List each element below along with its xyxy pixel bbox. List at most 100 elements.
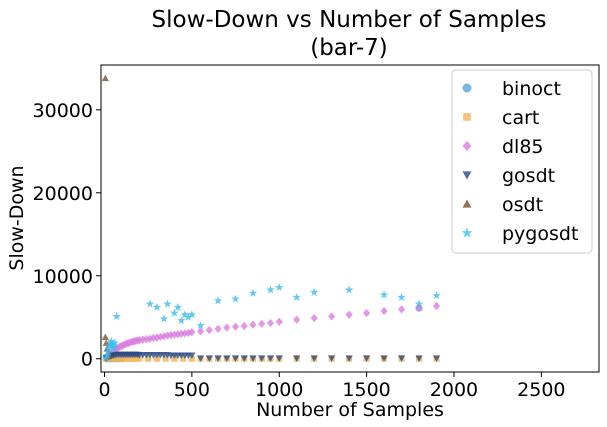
dl85-point-38	[223, 323, 231, 332]
x-tick-label-2500: 2500	[517, 379, 565, 401]
cart-point-6	[122, 355, 129, 362]
dl85-point-35	[197, 327, 205, 336]
pygosdt-point-11	[112, 311, 122, 321]
pygosdt-point-1	[102, 350, 112, 360]
chart-title-line-2: (bar-7)	[310, 35, 388, 61]
gosdt-point-45	[293, 355, 301, 362]
pygosdt-point-2	[103, 347, 113, 356]
pygosdt-point-6	[107, 336, 116, 345]
dl85-point-34	[188, 328, 196, 337]
pygosdt-point-7	[108, 340, 117, 349]
x-tick-label-1500: 1500	[342, 379, 390, 401]
gosdt-point-40	[240, 355, 248, 362]
pygosdt-point-10	[110, 338, 120, 347]
gosdt-point-39	[231, 355, 240, 362]
gosdt-point-47	[328, 355, 336, 362]
series-pygosdt	[101, 282, 441, 362]
chart-title-line-1: Slow-Down vs Number of Samples	[152, 7, 547, 33]
dl85-point-36	[205, 325, 213, 335]
cart-point-8	[129, 355, 136, 362]
gosdt-point-43	[266, 355, 275, 362]
gosdt-point-34	[188, 352, 196, 360]
legend-marker-binoct	[462, 83, 472, 93]
dl85-point-45	[293, 315, 301, 324]
dl85-point-46	[310, 313, 318, 323]
data-marks	[101, 74, 441, 363]
legend-label-osdt: osdt	[502, 194, 543, 216]
pygosdt-point-20	[184, 312, 193, 321]
plot-area-frame	[100, 64, 600, 373]
legend-label-binoct: binoct	[502, 78, 561, 100]
pygosdt-point-18	[177, 316, 186, 325]
cart-point-12	[153, 355, 160, 362]
legend-marker-pygosdt	[461, 227, 473, 238]
legend-marker-dl85	[462, 140, 472, 152]
series-dl85	[102, 301, 441, 362]
cart-point-10	[136, 355, 143, 362]
pygosdt-point-33	[414, 299, 424, 308]
dl85-point-41	[249, 320, 257, 329]
pygosdt-point-24	[231, 294, 240, 303]
legend-label-cart: cart	[502, 107, 539, 129]
cart-point-9	[132, 355, 140, 362]
cart-point-13	[162, 355, 169, 362]
pygosdt-point-12	[145, 299, 155, 308]
gosdt-point-42	[258, 355, 266, 362]
x-tick-label-2000: 2000	[430, 379, 478, 401]
gosdt-point-35	[197, 355, 205, 362]
dl85-point-39	[231, 322, 240, 331]
gosdt-point-41	[249, 355, 257, 362]
pygosdt-point-14	[159, 314, 169, 323]
pygosdt-point-29	[309, 287, 319, 296]
gosdt-point-49	[363, 355, 371, 362]
cart-point-3	[111, 355, 119, 362]
gosdt-point-52	[415, 355, 423, 362]
x-axis-ticks: 0 500 1000 1500 2000 2500	[98, 372, 566, 401]
series-osdt	[101, 74, 113, 360]
pygosdt-point-32	[397, 292, 406, 301]
gosdt-point-48	[345, 355, 353, 362]
dl85-point-51	[397, 305, 406, 314]
dl85-point-42	[258, 319, 266, 329]
cart-point-5	[118, 355, 126, 362]
legend-label-gosdt: gosdt	[502, 165, 555, 187]
pygosdt-point-26	[266, 285, 275, 294]
legend-marker-osdt	[462, 199, 472, 208]
pygosdt-point-28	[292, 292, 301, 301]
gosdt-point-53	[432, 355, 441, 362]
x-tick-label-500: 500	[174, 379, 210, 401]
osdt-point-1	[101, 333, 109, 341]
gosdt-point-50	[380, 355, 388, 362]
gosdt-point-51	[397, 355, 406, 362]
pygosdt-point-30	[344, 285, 354, 294]
pygosdt-point-31	[379, 290, 389, 299]
chart-title: Slow-Down vs Number of Samples (bar-7)	[152, 7, 547, 61]
gosdt-point-37	[214, 355, 222, 362]
series-gosdt	[102, 351, 441, 362]
dl85-point-48	[345, 310, 353, 319]
x-axis-label: Number of Samples	[256, 399, 444, 421]
cart-point-15	[180, 355, 187, 362]
gosdt-point-38	[223, 355, 231, 362]
pygosdt-point-3	[104, 344, 114, 353]
y-tick-label-30000: 30000	[33, 100, 93, 122]
dl85-point-40	[240, 321, 248, 331]
y-tick-label-20000: 20000	[33, 183, 93, 205]
dl85-point-47	[328, 312, 336, 321]
pygosdt-point-21	[187, 310, 197, 319]
dl85-point-44	[275, 317, 283, 326]
pygosdt-point-22	[196, 321, 205, 330]
pygosdt-point-23	[213, 296, 223, 305]
pygosdt-point-25	[248, 288, 258, 297]
legend-label-pygosdt: pygosdt	[502, 223, 578, 245]
x-tick-label-1000: 1000	[255, 379, 303, 401]
gosdt-point-44	[275, 355, 283, 362]
y-tick-label-10000: 10000	[33, 266, 93, 288]
pygosdt-point-19	[180, 310, 190, 319]
cart-point-11	[145, 355, 152, 362]
legend-label-dl85: dl85	[502, 136, 544, 158]
cart-point-7	[125, 355, 133, 362]
pygosdt-point-9	[109, 343, 119, 352]
legend-box	[451, 69, 593, 254]
